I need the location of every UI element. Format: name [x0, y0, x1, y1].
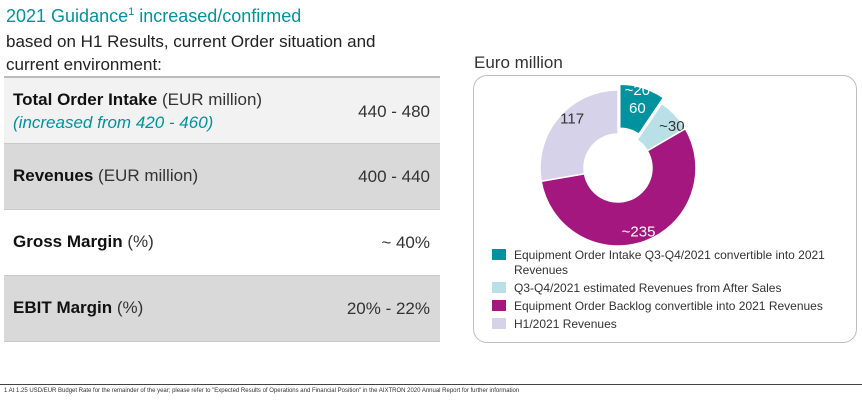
page-subtitle: based on H1 Results, current Order situa… — [6, 32, 376, 74]
donut-chart: ~20 60 ~30 ~235 117 — [539, 82, 697, 247]
row-value: 20% - 22% — [346, 299, 430, 318]
legend-item: Q3-Q4/2021 estimated Revenues from After… — [492, 281, 848, 296]
chart-panel: ~20 60 ~30 ~235 117 — [473, 75, 857, 343]
table-row-ebit-margin: EBIT Margin (%) 20% - 22% — [4, 276, 440, 342]
table-row-gross-margin: Gross Margin (%) ~ 40% — [4, 210, 440, 276]
row-value: ~ 40% — [381, 233, 430, 252]
row-label: Gross Margin (%) — [13, 232, 154, 251]
footnote-divider — [0, 384, 862, 385]
slice-label: ~235 — [622, 223, 656, 240]
row-note: (increased from 420 - 460) — [13, 113, 214, 132]
slice-label: ~30 — [659, 118, 684, 135]
donut-slice — [619, 83, 665, 136]
guidance-table: Total Order Intake (EUR million) (increa… — [4, 78, 440, 342]
chart-legend: Equipment Order Intake Q3-Q4/2021 conver… — [492, 248, 848, 335]
row-value: 440 - 480 — [358, 102, 430, 121]
table-top-divider — [4, 76, 440, 78]
donut-slice — [539, 89, 619, 183]
row-label: EBIT Margin (%) — [13, 298, 144, 317]
footnote: 1 At 1.25 USD/EUR Budget Rate for the re… — [4, 388, 520, 394]
legend-item: Equipment Order Intake Q3-Q4/2021 conver… — [492, 248, 848, 278]
legend-item: H1/2021 Revenues — [492, 317, 848, 332]
legend-item: Equipment Order Backlog convertible into… — [492, 299, 848, 314]
table-row-order-intake: Total Order Intake (EUR million) (increa… — [4, 78, 440, 144]
slice-label: ~20 60 — [625, 82, 650, 117]
chart-heading: Euro million — [474, 53, 563, 72]
slice-label: 117 — [560, 110, 584, 127]
table-row-revenues: Revenues (EUR million) 400 - 440 — [4, 144, 440, 210]
page-title: 2021 Guidance1 increased/confirmed — [6, 6, 302, 26]
legend-swatch — [492, 300, 506, 311]
legend-swatch — [492, 249, 506, 260]
row-label: Revenues (EUR million) — [13, 166, 199, 185]
row-label: Total Order Intake (EUR million) — [13, 90, 263, 109]
legend-swatch — [492, 318, 506, 329]
row-value: 400 - 440 — [358, 167, 430, 186]
legend-swatch — [492, 282, 506, 293]
donut-slice — [540, 127, 697, 247]
